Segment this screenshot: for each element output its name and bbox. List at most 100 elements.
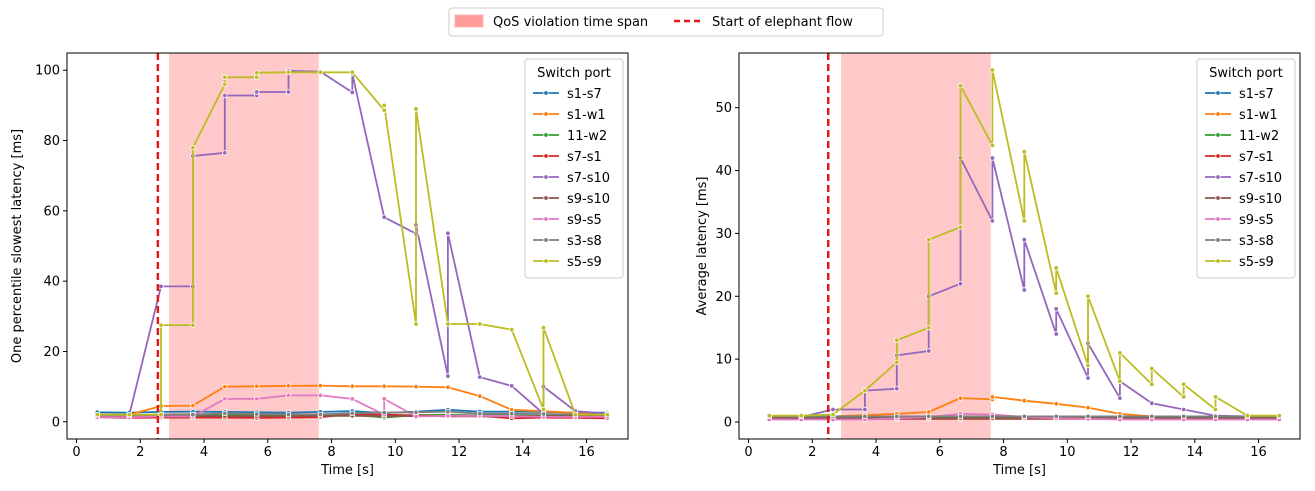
y-tick-label: 100	[35, 64, 60, 79]
data-point	[190, 322, 196, 328]
data-point	[957, 224, 964, 230]
legend-marker	[543, 216, 549, 222]
x-tick-label: 16	[1250, 445, 1267, 460]
data-point	[1021, 218, 1028, 224]
data-point	[1085, 375, 1091, 381]
data-point	[445, 373, 451, 379]
x-tick-label: 0	[744, 445, 752, 460]
data-point	[1276, 413, 1282, 419]
legend-label-s3-s8: s3-s8	[567, 234, 602, 249]
data-point	[1149, 381, 1155, 387]
qos-patch-swatch	[454, 14, 484, 28]
data-point	[957, 82, 964, 89]
data-point	[317, 411, 324, 418]
data-point	[285, 69, 292, 75]
data-point	[1117, 378, 1123, 384]
data-point	[509, 383, 515, 389]
x-tick-label: 4	[200, 445, 208, 460]
legend-label-s1-w1: s1-w1	[1239, 108, 1278, 123]
series-line-s5-s9	[97, 71, 608, 416]
data-point	[1021, 287, 1028, 293]
legend-marker	[543, 153, 549, 159]
data-point	[862, 387, 868, 394]
data-point	[254, 411, 260, 417]
y-axis-label: One percentile slowest latency [ms]	[10, 129, 25, 363]
y-tick-label: 50	[715, 101, 732, 116]
data-point	[1085, 293, 1091, 299]
qos-violation-span	[169, 53, 319, 439]
data-point	[1149, 413, 1155, 420]
data-point	[604, 412, 610, 418]
latency-chart-left: 0 2 4 6 8 10 12 14 16 0 20 40 60 80 100 Time [s] One per…	[10, 52, 629, 478]
data-point	[381, 107, 387, 113]
data-point	[477, 374, 483, 380]
data-point	[989, 394, 996, 400]
data-point	[381, 396, 387, 402]
series-legend: Switch port s1-s7 s1-w1 11-w2 s7-s1 s7-s10 s9-…	[524, 58, 624, 279]
data-point	[1053, 265, 1059, 271]
legend-marker	[543, 195, 549, 201]
data-point	[1021, 236, 1028, 243]
data-point	[1053, 413, 1059, 420]
data-point	[413, 106, 419, 112]
data-point	[158, 412, 164, 418]
data-point	[254, 74, 260, 80]
legend-label-11-w2: 11-w2	[1239, 129, 1279, 144]
data-point	[285, 89, 292, 95]
data-point	[830, 411, 836, 418]
data-point	[381, 214, 387, 220]
y-tick-label: 10	[715, 353, 732, 368]
x-tick-label: 12	[451, 445, 468, 460]
data-point	[957, 281, 964, 287]
x-tick-label: 2	[808, 445, 816, 460]
data-point	[1180, 413, 1187, 420]
x-tick-label: 0	[72, 445, 80, 460]
data-point	[349, 89, 355, 96]
legend-title: Switch port	[1209, 66, 1283, 81]
data-point	[1053, 331, 1059, 337]
legend-marker	[1215, 258, 1221, 264]
data-point	[957, 413, 964, 420]
x-tick-label: 8	[999, 445, 1007, 460]
data-point	[285, 411, 292, 418]
x-tick-label: 2	[136, 445, 144, 460]
data-point	[1212, 413, 1219, 420]
data-point	[989, 155, 996, 161]
legend-label-s7-s1: s7-s1	[567, 150, 602, 165]
y-tick-label: 20	[43, 345, 60, 360]
legend-marker	[543, 237, 549, 243]
legend-label-s7-s10: s7-s10	[1239, 171, 1282, 186]
x-tick-label: 10	[1059, 445, 1076, 460]
data-point	[540, 411, 547, 417]
x-tick-label: 6	[264, 445, 272, 460]
data-point	[1021, 413, 1028, 420]
data-point	[222, 74, 228, 80]
y-axis-label: Average latency [ms]	[695, 177, 710, 316]
legend-marker	[1215, 111, 1221, 117]
data-point	[1180, 381, 1187, 387]
x-tick-label: 8	[327, 445, 335, 460]
data-point	[222, 92, 228, 99]
figure-legend: QoS violation time span Start of elephant…	[448, 7, 884, 37]
data-point	[126, 412, 132, 418]
data-point	[1117, 350, 1123, 356]
data-point	[445, 230, 451, 236]
legend-title: Switch port	[537, 66, 611, 81]
legend-label-s5-s9: s5-s9	[567, 255, 602, 270]
qos-legend-label: QoS violation time span	[493, 15, 648, 30]
data-point	[222, 396, 228, 402]
data-point	[1212, 394, 1219, 400]
data-point	[1149, 400, 1155, 406]
data-point	[158, 283, 164, 290]
data-point	[926, 409, 932, 415]
legend-marker	[543, 90, 549, 96]
y-tick-label: 60	[43, 204, 60, 219]
data-point	[317, 382, 324, 389]
y-tick-label: 30	[715, 227, 732, 242]
data-point	[254, 89, 260, 95]
series-legend: Switch port s1-s7 s1-w1 11-w2 s7-s1 s7-s10 s9-…	[1196, 58, 1296, 279]
data-point	[989, 413, 996, 420]
legend-marker	[543, 132, 549, 138]
legend-label-s9-s5: s9-s5	[1239, 213, 1274, 228]
data-point	[926, 413, 932, 420]
